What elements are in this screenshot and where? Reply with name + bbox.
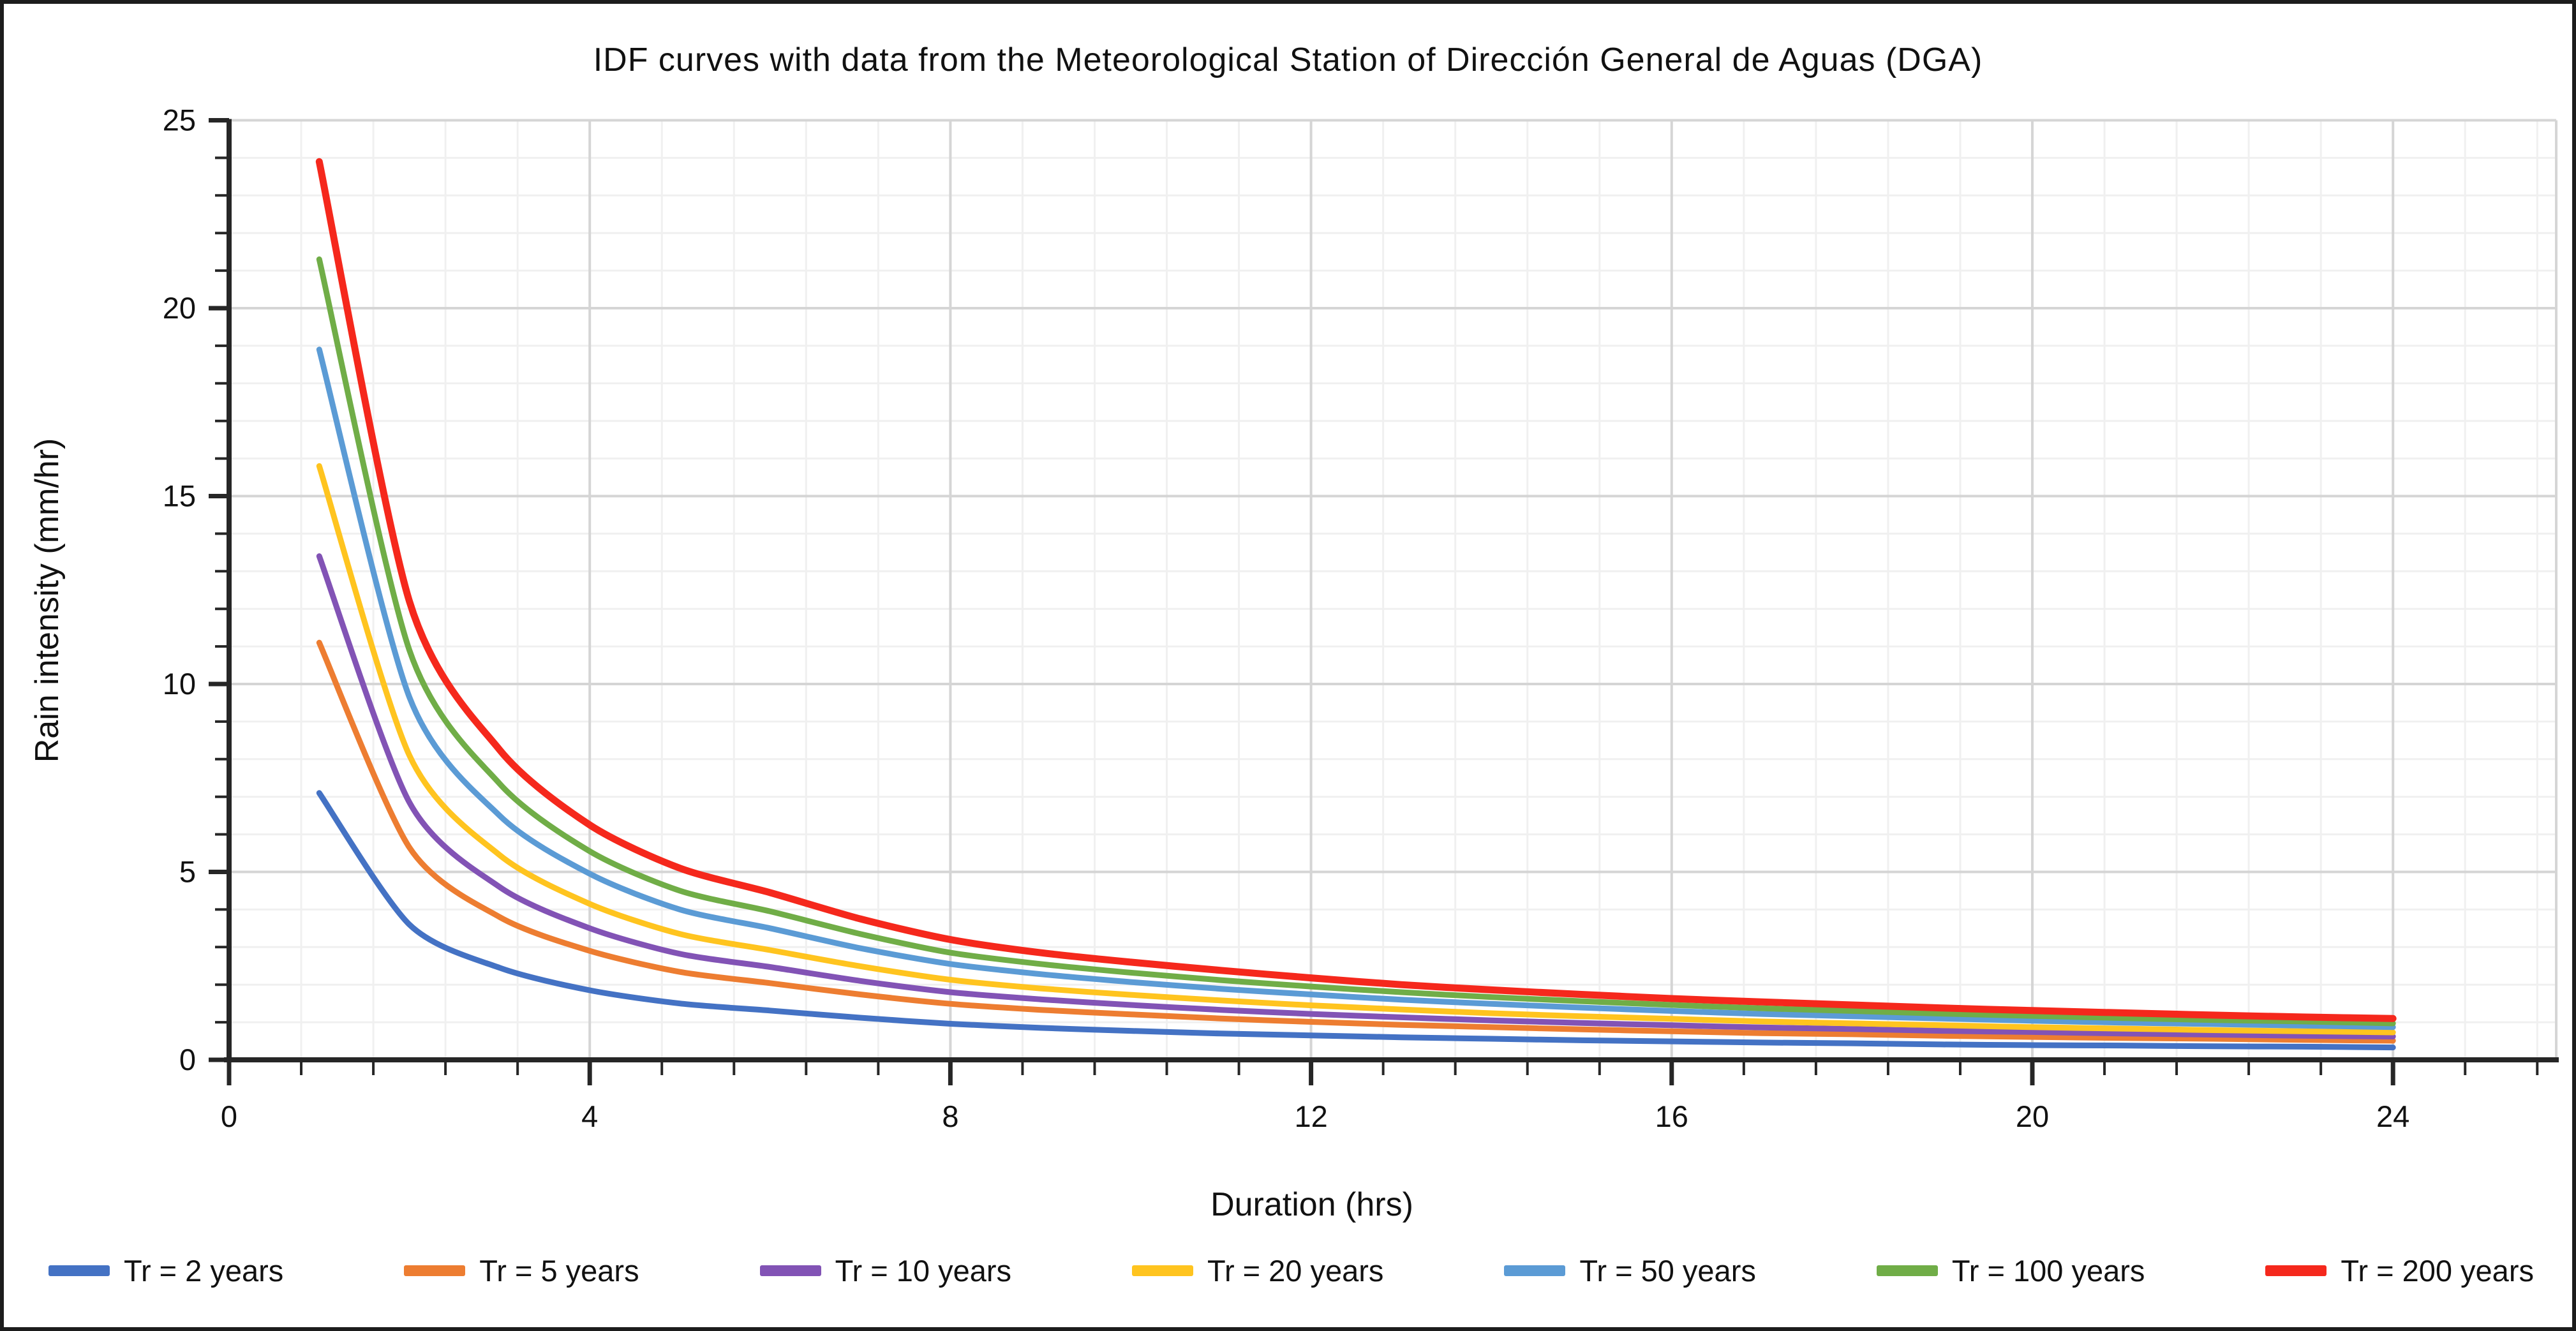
tick-labels: 0 4 8 12 16 20 24 0 5 10 15 20 25 [163,103,2410,1134]
x-tick-label: 12 [1294,1099,1327,1133]
x-axis-title: Duration (hrs) [1210,1186,1413,1223]
series-line-tr5years [316,639,2396,1044]
legend: Tr = 2 years Tr = 5 years Tr = 10 years Tr … [48,1248,2534,1293]
y-tick-label: 5 [179,855,196,889]
legend-item: Tr = 50 years [1504,1253,1756,1288]
x-tick-label: 8 [942,1099,958,1133]
legend-label: Tr = 20 years [1207,1253,1384,1288]
legend-item: Tr = 200 years [2265,1253,2534,1288]
axis-ticks [209,118,2539,1085]
legend-swatch [1876,1265,1938,1276]
series-line-tr50years [316,346,2396,1030]
legend-item: Tr = 5 years [404,1253,639,1288]
x-tick-label: 4 [581,1099,598,1133]
x-tick-label: 16 [1655,1099,1688,1133]
series-line-tr100years [316,256,2396,1027]
axes [224,119,2559,1062]
legend-swatch [404,1265,466,1276]
x-tick-label: 24 [2376,1099,2409,1133]
chart-title: IDF curves with data from the Meteorolog… [593,41,1983,78]
x-tick-label: 20 [2016,1099,2049,1133]
legend-label: Tr = 5 years [479,1253,639,1288]
gridlines-minor [229,120,2556,1060]
legend-label: Tr = 2 years [124,1253,284,1288]
series-lines [315,158,2397,1051]
legend-item: Tr = 10 years [759,1253,1012,1288]
y-tick-label: 10 [163,667,196,701]
legend-label: Tr = 100 years [1951,1253,2145,1288]
legend-label: Tr = 200 years [2341,1253,2534,1288]
plot-area: 0 4 8 12 16 20 24 0 5 10 15 20 25 [163,103,2559,1134]
y-tick-label: 20 [163,291,196,325]
y-tick-label: 25 [163,103,196,137]
series-line-tr10years [316,553,2396,1039]
series-line-tr200years [315,158,2397,1022]
legend-swatch [2265,1265,2327,1276]
y-axis-title: Rain intensity (mm/hr) [29,438,66,763]
y-tick-label: 15 [163,479,196,513]
series-line-tr2years [316,790,2396,1051]
legend-swatch [1504,1265,1566,1276]
gridlines-major [229,119,2557,1060]
legend-item: Tr = 100 years [1876,1253,2145,1288]
x-tick-label: 0 [221,1099,237,1133]
legend-label: Tr = 50 years [1579,1253,1756,1288]
y-tick-label: 0 [179,1043,196,1076]
legend-item: Tr = 2 years [48,1253,283,1288]
legend-item: Tr = 20 years [1131,1253,1384,1288]
legend-swatch [48,1265,110,1276]
series-line-tr20years [316,463,2396,1036]
legend-swatch [759,1265,821,1276]
legend-label: Tr = 10 years [835,1253,1012,1288]
legend-swatch [1131,1265,1193,1276]
